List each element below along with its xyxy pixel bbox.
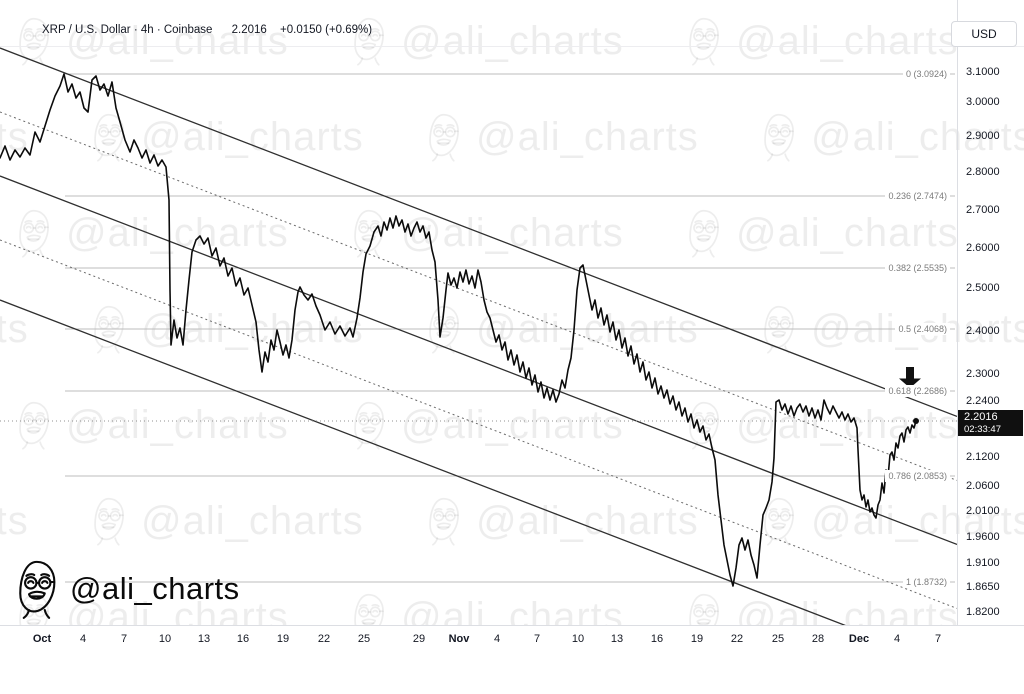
time-axis-tick: 25 — [771, 633, 785, 645]
time-axis-tick: 4 — [893, 633, 901, 645]
price-line-series — [0, 73, 917, 587]
channel-solid-line — [0, 47, 957, 418]
time-axis-tick: 19 — [690, 633, 704, 645]
time-axis-month-tick: Nov — [448, 633, 470, 645]
price-axis-tick: 2.2400 — [966, 395, 1000, 407]
time-axis-tick: 10 — [158, 633, 172, 645]
time-axis-tick: 28 — [811, 633, 825, 645]
time-axis-month-tick: Dec — [848, 633, 870, 645]
channel-solid-line — [0, 299, 846, 625]
price-axis-tick: 1.9100 — [966, 557, 1000, 569]
bar-countdown: 02:33:47 — [964, 424, 1001, 435]
price-axis-tick: 2.0100 — [966, 505, 1000, 517]
price-axis-tick: 2.5000 — [966, 282, 1000, 294]
channel-dashed-line — [0, 239, 957, 609]
price-axis-tick: 2.9000 — [966, 130, 1000, 142]
last-price-value: 2.2016 — [964, 411, 998, 423]
time-axis-tick: 7 — [120, 633, 128, 645]
time-axis-tick: 16 — [650, 633, 664, 645]
time-axis-tick: 22 — [730, 633, 744, 645]
time-axis-tick: 13 — [610, 633, 624, 645]
time-axis-month-tick: Oct — [32, 633, 52, 645]
price-axis-tick: 3.0000 — [966, 96, 1000, 108]
price-chart — [0, 47, 957, 625]
price-axis-tick: 2.4000 — [966, 325, 1000, 337]
channel-solid-line — [0, 175, 957, 546]
down-arrow-annotation[interactable] — [899, 367, 921, 388]
currency-unit-button[interactable]: USD — [951, 21, 1017, 47]
time-axis-tick: 7 — [934, 633, 942, 645]
price-axis-tick: 1.8650 — [966, 581, 1000, 593]
last-price-box: 2.2016 02:33:47 — [958, 410, 1023, 436]
price-axis-tick: 3.1000 — [966, 66, 1000, 78]
price-axis-tick: 1.8200 — [966, 606, 1000, 618]
price-axis-tick: 2.7000 — [966, 204, 1000, 216]
time-axis-tick: 10 — [571, 633, 585, 645]
price-axis-tick: 2.3000 — [966, 368, 1000, 380]
header-last-price: 2.2016 — [231, 24, 267, 36]
time-axis-tick: 22 — [317, 633, 331, 645]
ali-charts-face-icon — [19, 560, 56, 619]
price-axis-tick: 2.8000 — [966, 166, 1000, 178]
time-scale[interactable]: Oct 4 7 10 13 16 19 22 25 29 Nov 4 7 10 13 16 19 22 25 28 De… — [0, 625, 1024, 694]
time-axis-tick: 29 — [412, 633, 426, 645]
price-axis-tick: 2.6000 — [966, 242, 1000, 254]
header-divider — [0, 46, 1024, 47]
ali-charts-handle: @ali_charts — [70, 571, 240, 606]
time-axis-tick: 4 — [79, 633, 87, 645]
time-axis-tick: 13 — [197, 633, 211, 645]
time-axis-tick: 7 — [533, 633, 541, 645]
header-change: +0.0150 (+0.69%) — [280, 24, 373, 36]
symbol-title: XRP / U.S. Dollar · 4h · Coinbase — [42, 24, 213, 36]
chart-pane[interactable] — [0, 0, 957, 625]
time-axis-tick: 19 — [276, 633, 290, 645]
price-axis-tick: 2.0600 — [966, 480, 1000, 492]
price-axis-tick: 2.1200 — [966, 451, 1000, 463]
time-axis-tick: 4 — [493, 633, 501, 645]
price-axis-tick: 1.9600 — [966, 531, 1000, 543]
price-scale[interactable]: 3.1000 3.0000 2.9000 2.8000 2.7000 2.6000 2.50… — [957, 0, 1024, 625]
chart-header: XRP / U.S. Dollar · 4h · Coinbase 2.2016… — [42, 24, 372, 36]
time-axis-tick: 25 — [357, 633, 371, 645]
last-price-dot — [913, 418, 919, 424]
ali-charts-logo: @ali_charts — [8, 558, 240, 620]
channel-dashed-line — [0, 111, 957, 481]
time-axis-tick: 16 — [236, 633, 250, 645]
